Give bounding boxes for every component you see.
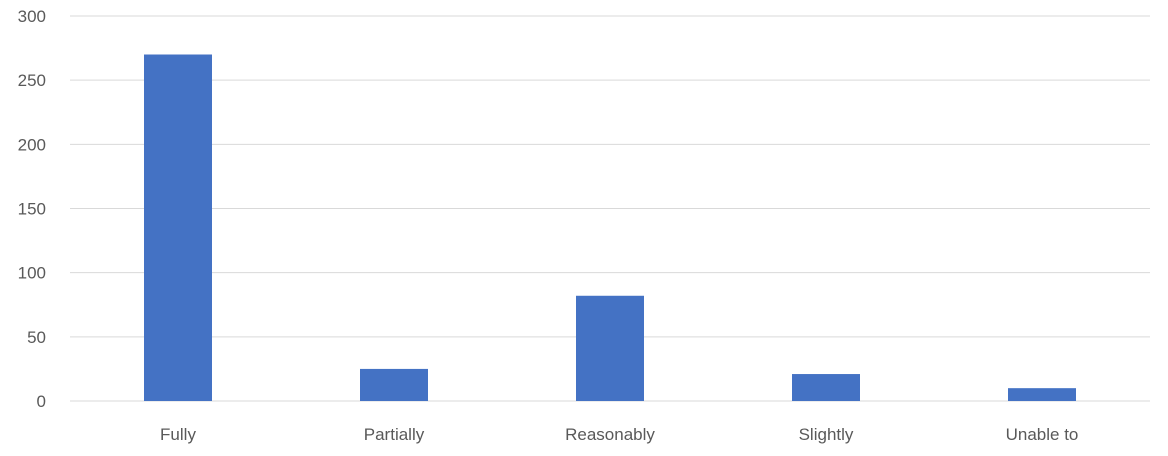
- y-tick-label: 300: [18, 7, 46, 26]
- y-tick-label: 0: [37, 392, 46, 411]
- bars: [144, 54, 1076, 401]
- y-tick-label: 250: [18, 71, 46, 90]
- bar-partially: [360, 368, 428, 401]
- y-tick-label: 100: [18, 264, 46, 283]
- x-tick-label: Unable to: [1006, 425, 1079, 444]
- bar-unable-to: [1008, 388, 1076, 401]
- x-tick-label: Reasonably: [565, 425, 655, 444]
- y-axis-tick-labels: 0 50 100 150 200 250 300: [18, 7, 46, 411]
- bar-fully: [144, 54, 212, 401]
- bar-reasonably: [576, 295, 644, 401]
- y-tick-label: 50: [27, 328, 46, 347]
- y-tick-label: 200: [18, 135, 46, 154]
- gridlines: [70, 15, 1150, 402]
- x-tick-label: Fully: [160, 425, 196, 444]
- y-tick-label: 150: [18, 200, 46, 219]
- x-tick-label: Partially: [364, 425, 425, 444]
- x-tick-label: Slightly: [799, 425, 854, 444]
- bar-slightly: [792, 374, 860, 401]
- x-axis-tick-labels: Fully Partially Reasonably Slightly Unable t…: [160, 425, 1078, 444]
